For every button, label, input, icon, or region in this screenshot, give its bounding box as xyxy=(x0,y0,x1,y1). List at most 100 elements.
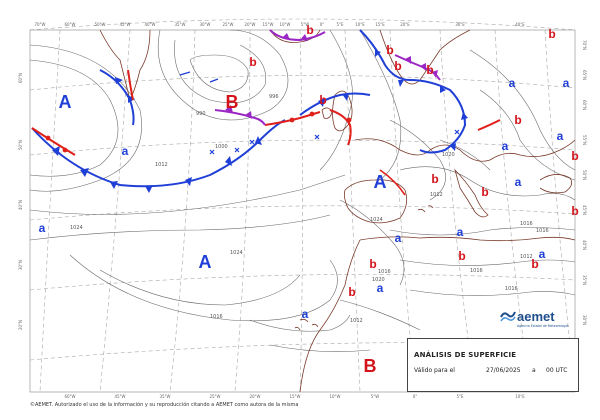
low-pressure-label: b xyxy=(571,204,578,218)
isobar-value-label: 1016 xyxy=(470,268,483,274)
validity-info-box: ANÁLISIS DE SUPERFICIE Válido para el 27… xyxy=(407,338,579,392)
coordinate-tick-label: 60°N xyxy=(582,100,587,110)
isobar-value-label: 1020 xyxy=(442,152,455,158)
cold-fronts xyxy=(31,29,468,193)
high-pressure-label: a xyxy=(302,307,309,321)
isobars xyxy=(29,29,576,352)
isobar-labels: 1012100099010241012102410201016101610201… xyxy=(70,94,549,324)
warm-fronts xyxy=(31,69,501,196)
coordinate-tick-label: 5°W xyxy=(301,22,310,27)
high-pressure-label: A xyxy=(59,92,72,112)
coordinate-tick-label: 15°E xyxy=(375,22,385,27)
coordinate-tick-label: 5°W xyxy=(371,394,380,399)
isobar-value-label: 1012 xyxy=(350,318,363,324)
isobar-value-label: 1024 xyxy=(230,250,243,256)
isobar-value-label: 1016 xyxy=(505,286,518,292)
isobar-value-label: 1012 xyxy=(430,192,443,198)
coordinate-tick-label: 50°W xyxy=(94,22,105,27)
valid-label: Válido para el xyxy=(414,367,455,374)
valid-date: 27/06/2025 xyxy=(486,367,521,374)
coordinate-tick-label: 10°E xyxy=(355,22,365,27)
europe-coast xyxy=(354,138,576,162)
north-africa-coast xyxy=(359,236,576,242)
warm-front-atlantic xyxy=(31,127,76,156)
low-pressure-label: b xyxy=(571,149,578,163)
isobar-value-label: 1024 xyxy=(70,225,83,231)
map-frame xyxy=(29,29,576,393)
balearic-islands xyxy=(417,205,434,213)
coordinate-tick-label: 35°N xyxy=(582,275,587,285)
isobar-value-label: 996 xyxy=(269,94,279,100)
low-pressure-label: b xyxy=(431,172,438,186)
coordinate-tick-label: 10°W xyxy=(279,22,290,27)
coordinate-tick-label: 70°N xyxy=(582,40,587,50)
at-label: a xyxy=(532,367,536,374)
coordinate-tick-label: 45°W xyxy=(119,22,130,27)
low-pressure-label: b xyxy=(369,257,376,271)
coordinate-tick-label: 5°E xyxy=(336,22,344,27)
high-pressure-label: A xyxy=(199,252,212,272)
aemet-logo-icon xyxy=(500,311,516,322)
coordinate-tick-label: 0° xyxy=(320,22,325,27)
warm-front-british xyxy=(329,109,352,146)
analysis-title: ANÁLISIS DE SUPERFICIE xyxy=(414,351,517,359)
coordinate-tick-label: 10°W xyxy=(329,394,340,399)
aemet-logo-text: aemet xyxy=(517,309,555,324)
coordinate-tick-label: 40°N xyxy=(582,240,587,250)
high-pressure-label: a xyxy=(563,76,570,90)
coordinate-tick-label: 30°W xyxy=(199,22,210,27)
low-pressure-label: B xyxy=(226,92,239,112)
high-pressure-label: a xyxy=(557,129,564,143)
high-pressure-label: A xyxy=(374,172,387,192)
low-pressure-label: b xyxy=(458,249,465,263)
isobar-value-label: 1012 xyxy=(155,162,168,168)
occluded-front-b xyxy=(214,109,266,126)
aemet-logo-subtitle: Agencia Estatal de Meteorología xyxy=(517,324,569,328)
high-pressure-label: a xyxy=(395,231,402,245)
low-pressure-label: b xyxy=(319,93,326,107)
coordinate-tick-label: 35°W xyxy=(174,22,185,27)
aemet-logo: aemet Agencia Estatal de Meteorología xyxy=(500,309,572,331)
coordinate-tick-label: 40°N xyxy=(18,200,23,210)
coordinate-tick-label: 25°W xyxy=(222,22,233,27)
isobar-value-label: 1016 xyxy=(210,314,223,320)
isobar-value-label: 1016 xyxy=(378,269,391,275)
isobar-value-label: 990 xyxy=(196,111,206,117)
coordinate-tick-label: 40°E xyxy=(515,22,525,27)
coordinate-tick-label: 15°W xyxy=(262,22,273,27)
high-pressure-label: a xyxy=(509,76,516,90)
italy-coast xyxy=(454,168,489,218)
coordinate-tick-label: 40°W xyxy=(144,22,155,27)
coordinate-tick-label: 25°W xyxy=(209,394,220,399)
canary-islands xyxy=(294,318,319,331)
coordinate-tick-label: 50°N xyxy=(18,140,23,150)
coordinate-tick-label: 30°N xyxy=(582,315,587,325)
isobar-value-label: 1016 xyxy=(520,221,533,227)
coordinate-tick-label: 5°E xyxy=(456,394,464,399)
coordinate-tick-label: 45°W xyxy=(114,394,125,399)
high-pressure-label: a xyxy=(502,139,509,153)
low-pressure-label: B xyxy=(364,356,377,376)
trough-markers xyxy=(179,71,460,155)
valid-time: 00 UTC xyxy=(546,367,568,374)
iberia-coast xyxy=(344,179,408,224)
coordinate-tick-label: 45°N xyxy=(582,205,587,215)
low-pressure-label: b xyxy=(481,185,488,199)
tick-labels: 70°W 60°W 50°W 45°W 40°W 35°W 30°W 25°W 20°W 15°W… xyxy=(18,22,587,399)
low-pressure-label: b xyxy=(514,113,521,127)
coordinate-tick-label: 50°N xyxy=(582,170,587,180)
coordinate-tick-label: 20°E xyxy=(400,22,410,27)
low-pressure-label: b xyxy=(306,23,313,37)
cold-front-low-b xyxy=(299,92,371,116)
isobar-value-label: 1000 xyxy=(215,144,228,150)
high-pressure-label: a xyxy=(515,175,522,189)
coordinate-tick-label: 15°W xyxy=(289,394,300,399)
high-pressure-label: a xyxy=(457,225,464,239)
high-pressure-label: a xyxy=(122,144,129,158)
low-pressure-label: b xyxy=(394,59,401,73)
occluded-fronts xyxy=(214,29,441,126)
copyright-notice: ©AEMET. Autorizado el uso de la informac… xyxy=(30,402,299,408)
coordinate-tick-label: 60°W xyxy=(64,22,75,27)
